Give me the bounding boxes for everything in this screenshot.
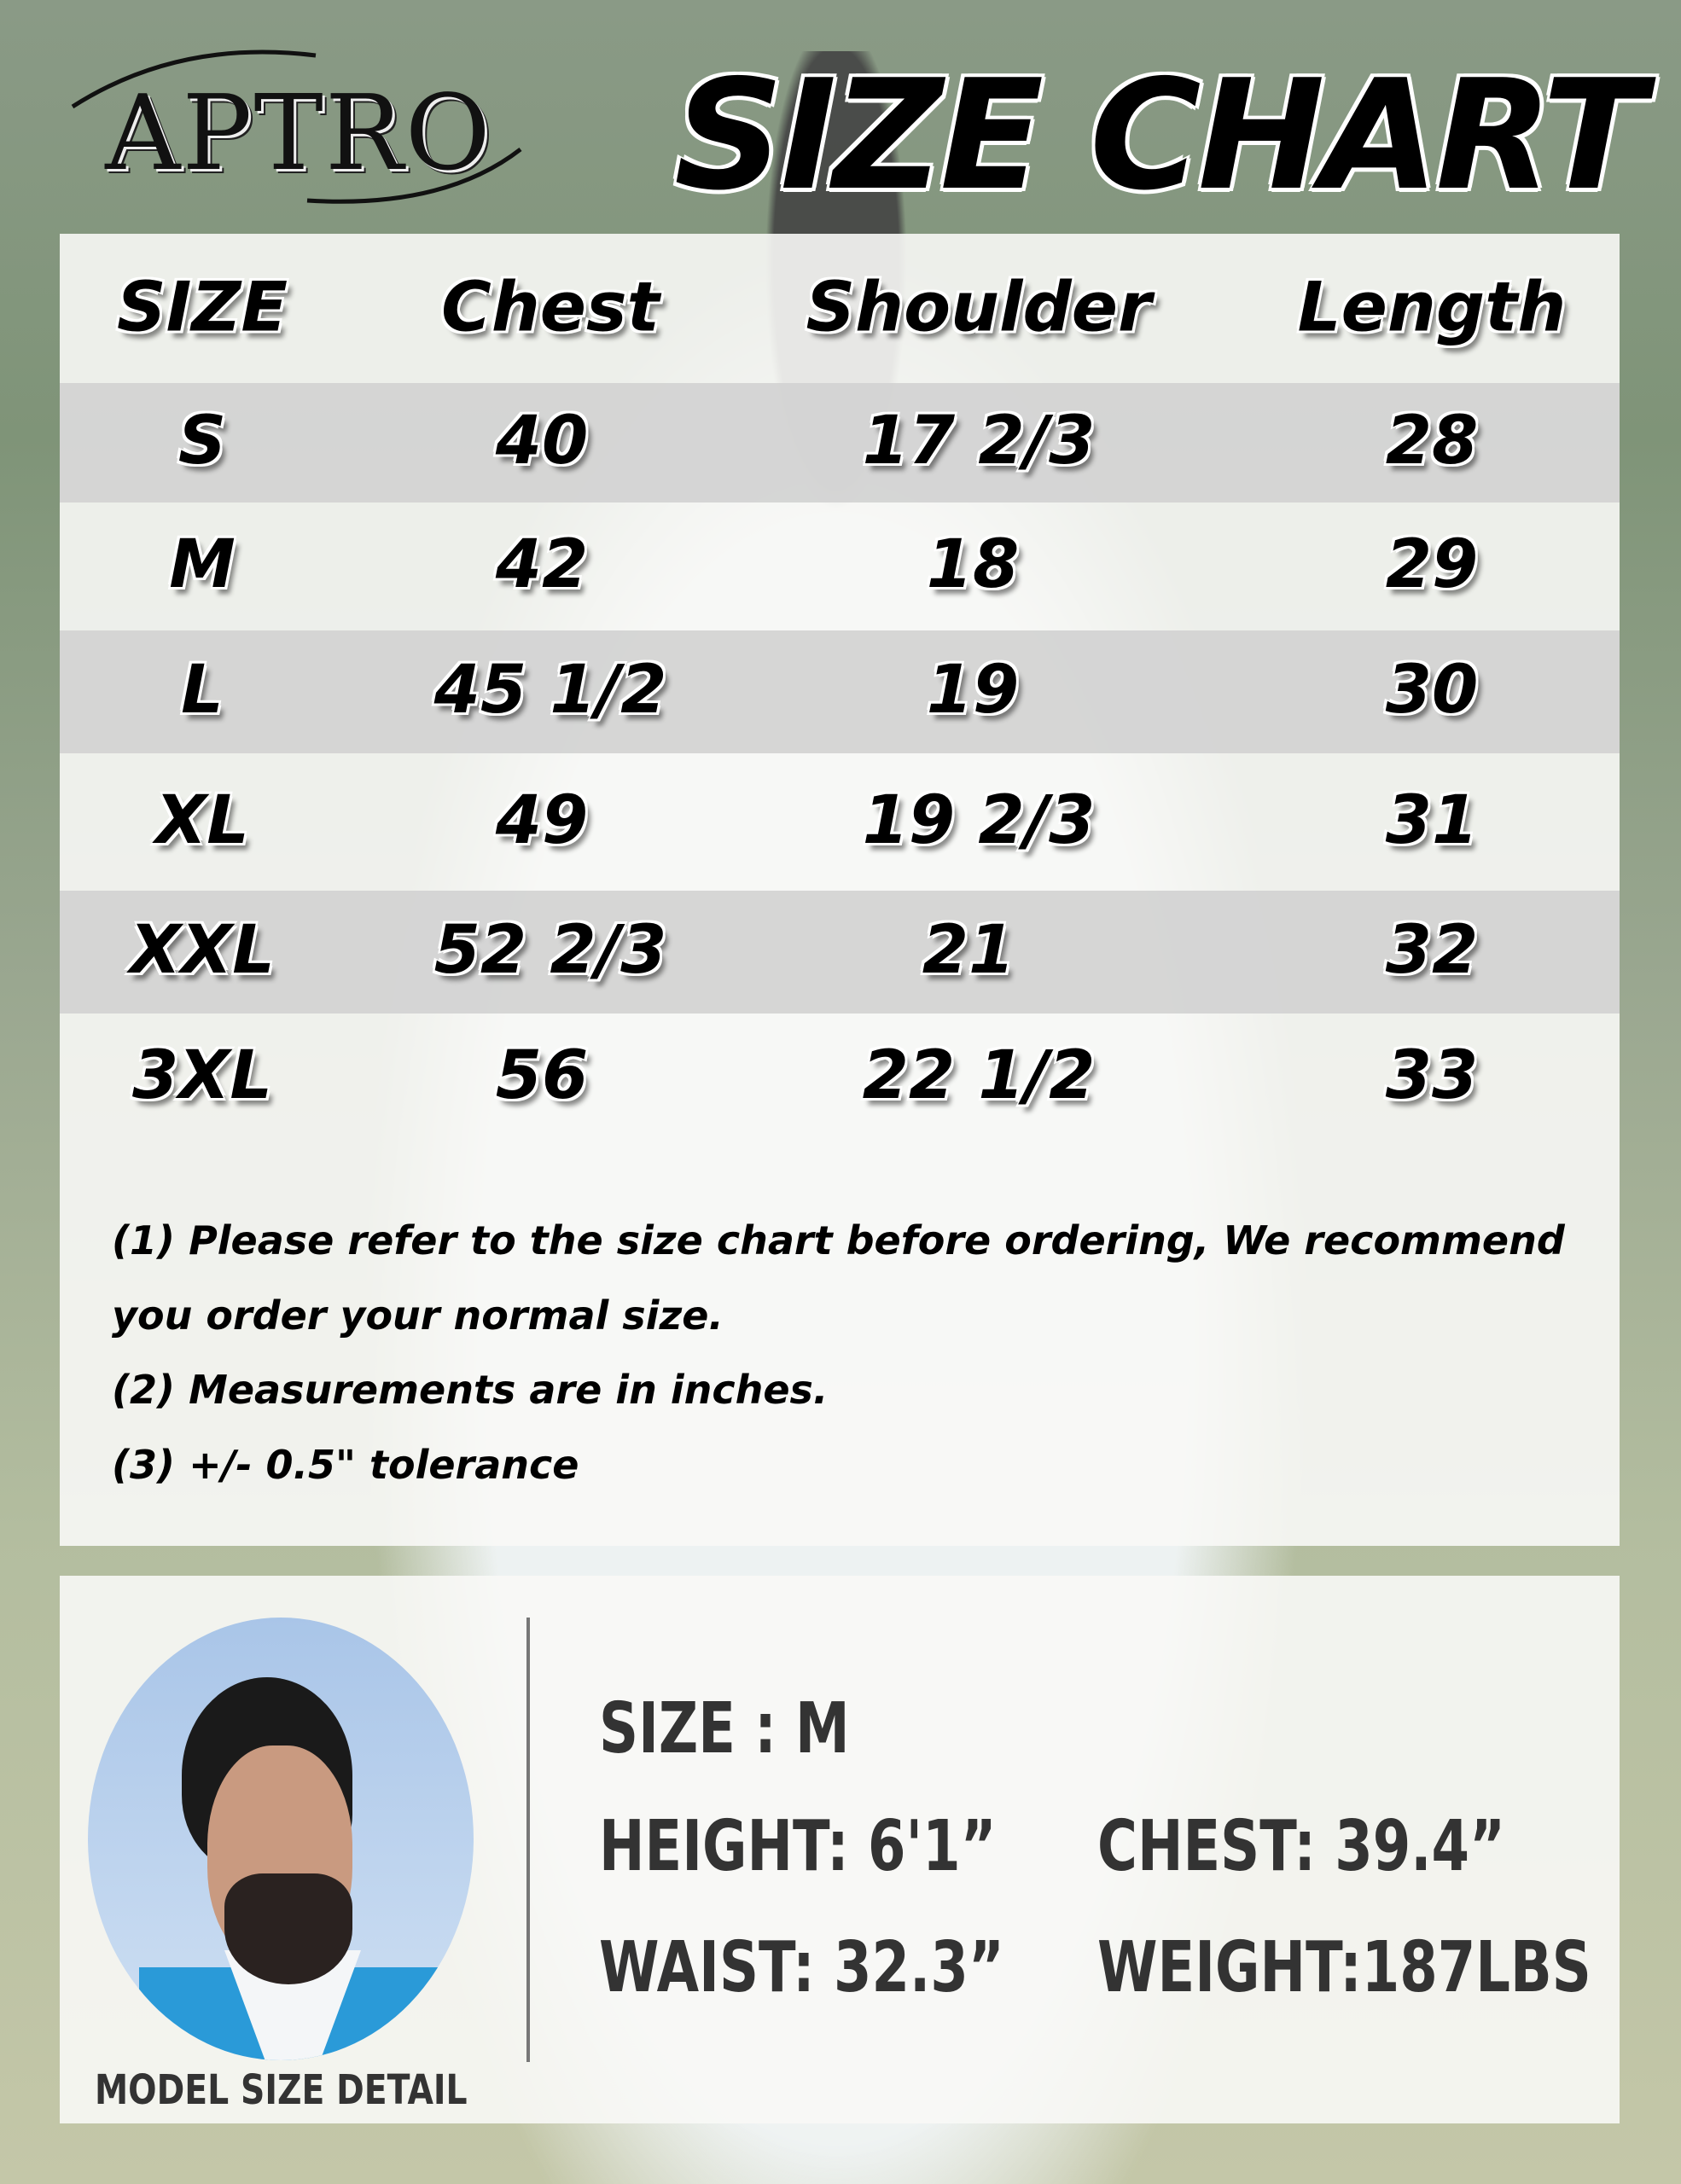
shoulder-cell: 21 [922, 912, 1015, 990]
table-row: M 42 18 29 [60, 502, 1620, 630]
note-1-cont: you order your normal size. [112, 1292, 724, 1339]
size-cell: M [169, 526, 236, 604]
note-3: (3) +/- 0.5" tolerance [112, 1442, 579, 1488]
shoulder-cell: 17 2/3 [862, 403, 1096, 480]
shoulder-cell: 22 1/2 [862, 1037, 1096, 1115]
length-cell: 28 [1385, 403, 1479, 480]
model-size-label: MODEL SIZE DETAIL [95, 2066, 468, 2114]
model-height: HEIGHT: 6'1” [599, 1806, 997, 1887]
logo-arcs [71, 49, 522, 204]
table-row: S 40 17 2/3 28 [60, 383, 1620, 502]
chest-cell: 42 [495, 526, 589, 604]
table-row: XXL 52 2/3 21 32 [60, 891, 1620, 1014]
header-size: SIZE [116, 267, 288, 347]
divider [526, 1618, 530, 2062]
aptro-logo: APTRO [60, 47, 538, 209]
table-row: 3XL 56 22 1/2 33 [60, 1014, 1620, 1141]
chest-cell: 45 1/2 [433, 652, 667, 729]
table-header-row: SIZE Chest Shoulder Length [60, 234, 1620, 383]
table-row: L 45 1/2 19 30 [60, 630, 1620, 753]
size-cell: S [177, 403, 227, 480]
size-cell: L [181, 652, 224, 729]
note-1: (1) Please refer to the size chart befor… [112, 1217, 1565, 1263]
logo-text: APTRO [105, 73, 492, 194]
shoulder-cell: 19 [926, 652, 1020, 729]
length-cell: 30 [1385, 652, 1479, 729]
size-cell: 3XL [131, 1037, 273, 1115]
length-cell: 31 [1385, 781, 1479, 859]
table-row: XL 49 19 2/3 31 [60, 753, 1620, 891]
model-waist: WAIST: 32.3” [599, 1927, 1004, 2008]
model-size: SIZE : M [599, 1688, 850, 1769]
length-cell: 29 [1385, 526, 1479, 604]
header-length: Length [1297, 267, 1567, 347]
length-cell: 33 [1385, 1037, 1479, 1115]
chest-cell: 52 2/3 [433, 912, 667, 990]
header-chest: Chest [441, 267, 660, 347]
page-title: SIZE CHART [674, 47, 1646, 224]
chest-cell: 56 [495, 1037, 589, 1115]
length-cell: 32 [1385, 912, 1479, 990]
model-chest: CHEST: 39.4” [1097, 1806, 1506, 1887]
size-cell: XL [155, 781, 249, 859]
chest-cell: 49 [495, 781, 589, 859]
model-size-panel: MODEL SIZE DETAIL SIZE : M HEIGHT: 6'1” … [60, 1576, 1620, 2123]
note-2: (2) Measurements are in inches. [112, 1367, 829, 1413]
size-table: SIZE Chest Shoulder Length S 40 17 2/3 2… [60, 234, 1620, 1546]
header-shoulder: Shoulder [806, 267, 1152, 347]
model-portrait [88, 1618, 474, 2060]
model-weight: WEIGHT:187LBS [1097, 1927, 1591, 2008]
size-cell: XXL [130, 912, 275, 990]
shoulder-cell: 19 2/3 [862, 781, 1096, 859]
shoulder-cell: 18 [926, 526, 1020, 604]
chest-cell: 40 [495, 403, 589, 480]
